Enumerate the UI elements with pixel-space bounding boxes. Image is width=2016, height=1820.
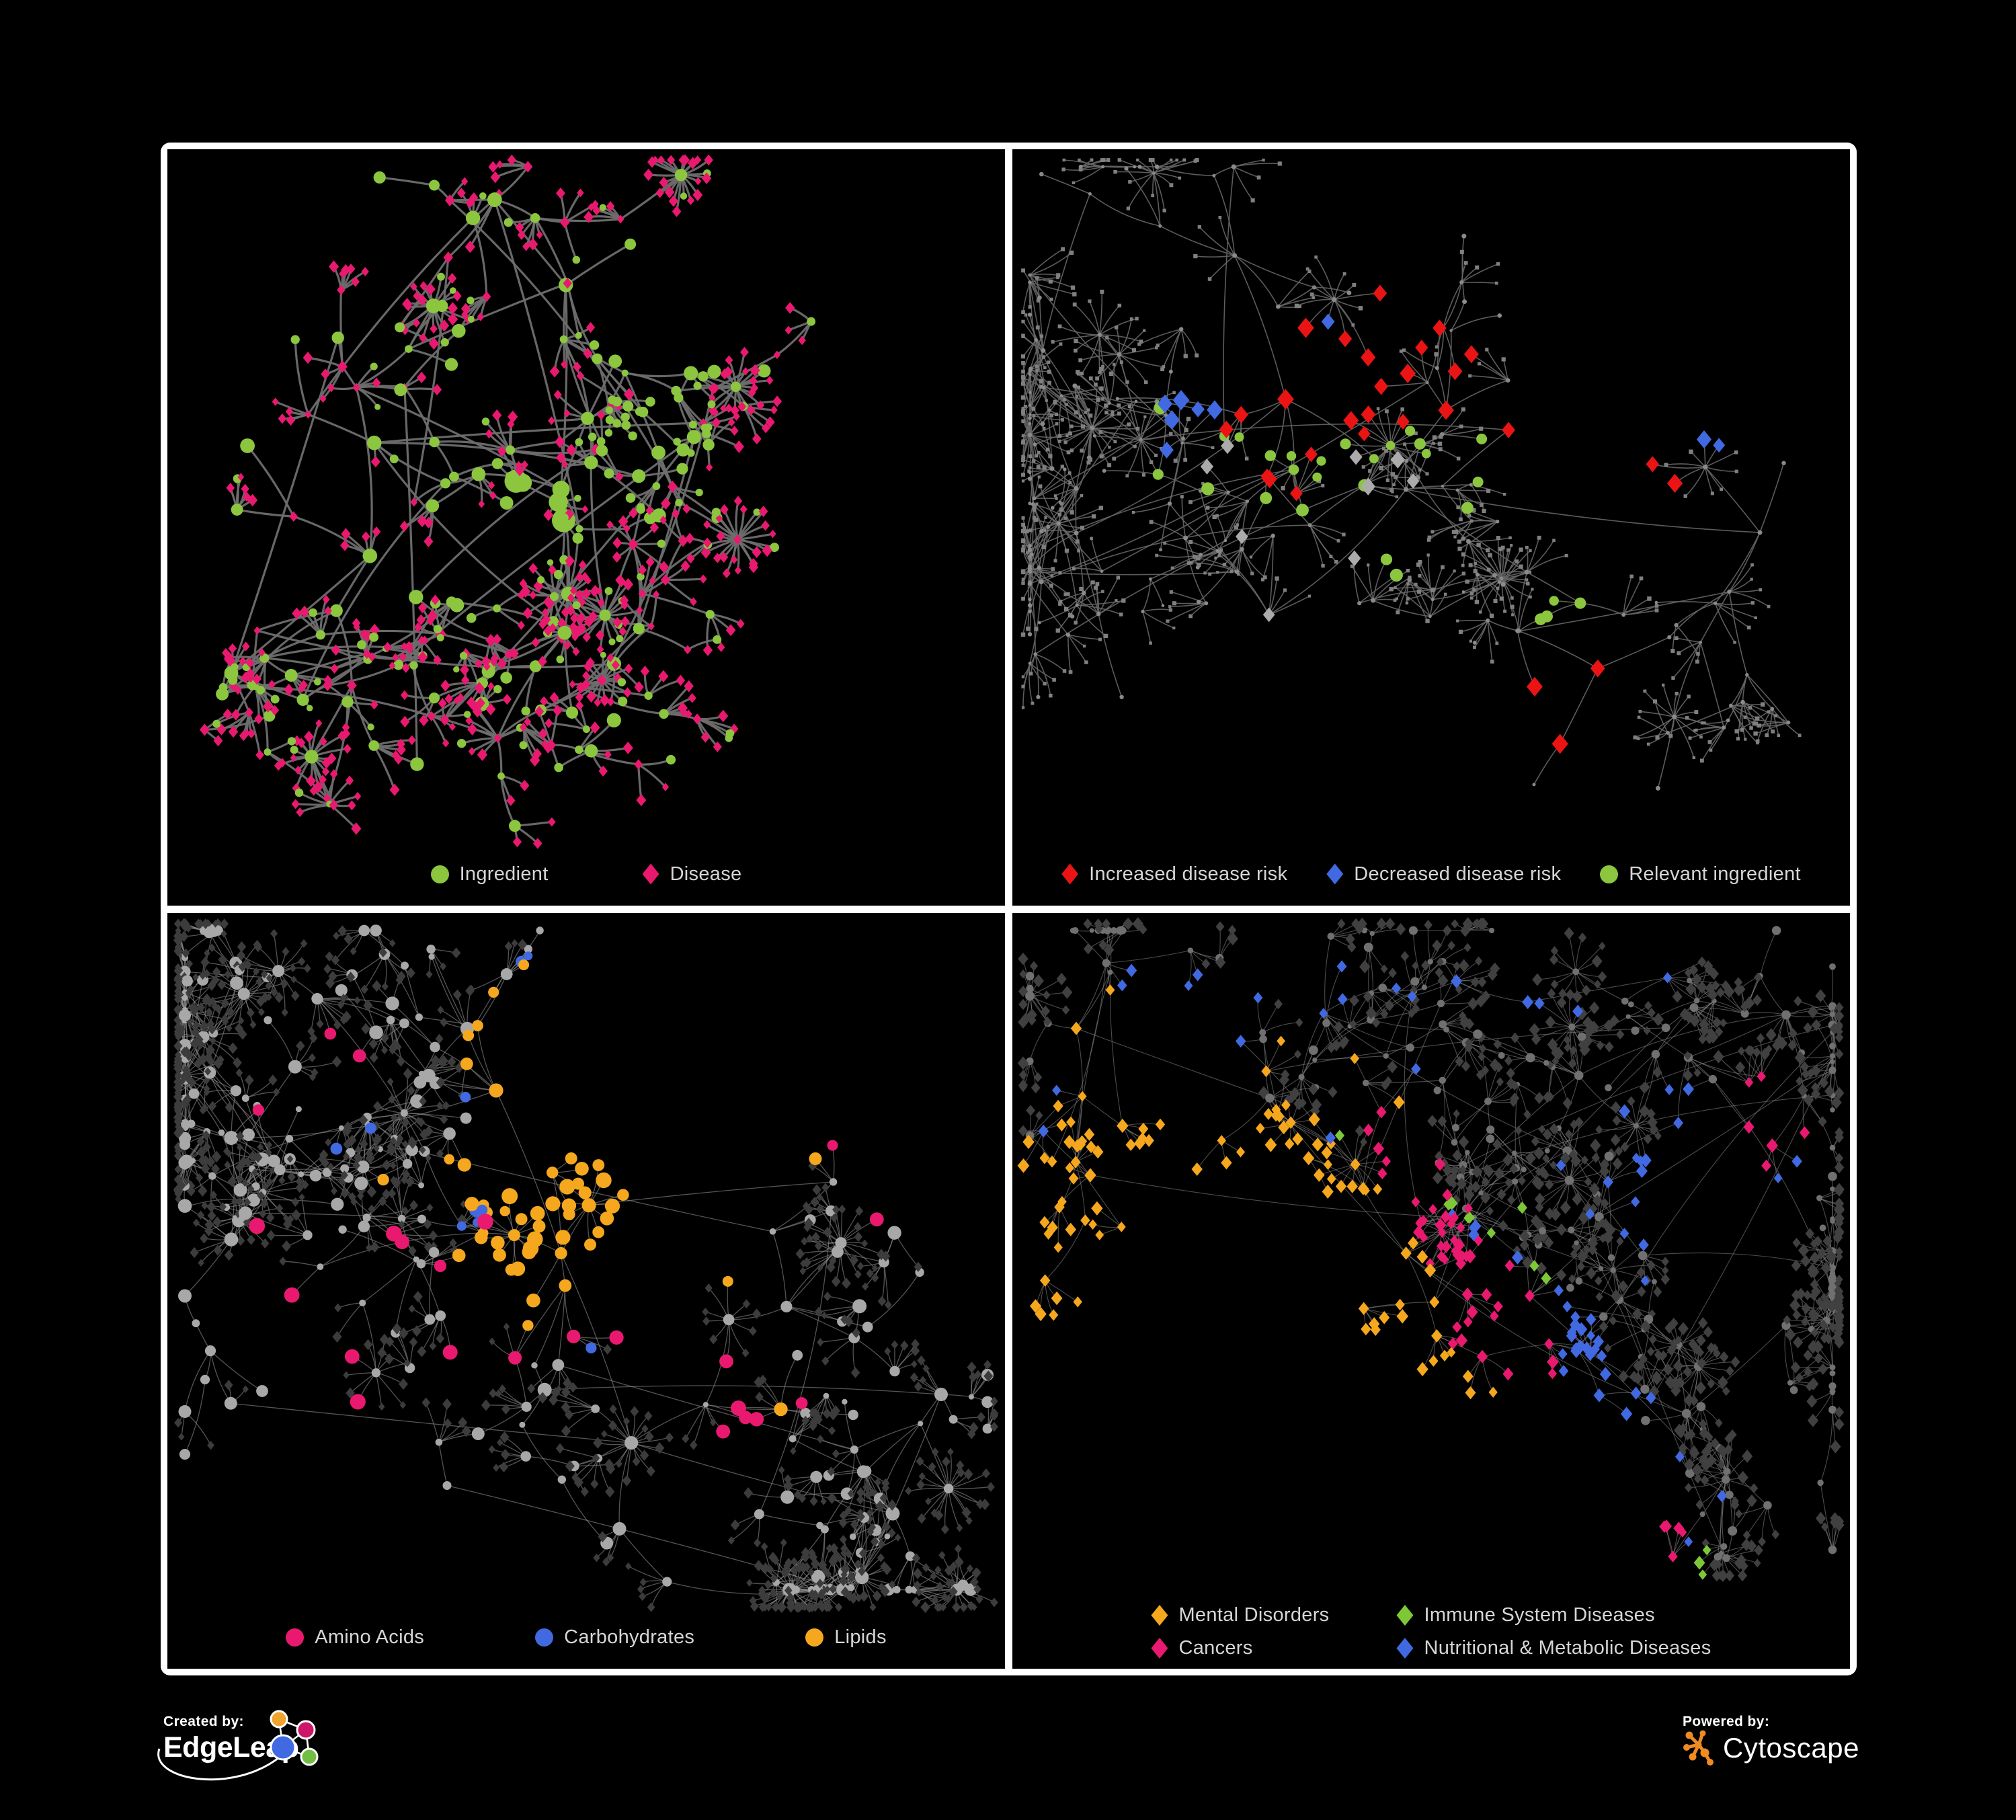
panel-grid: Ingredient Disease Increased disease risk… bbox=[161, 143, 1857, 1675]
legend-item-increased-disease-risk: Increased disease risk bbox=[1061, 863, 1287, 885]
panel-disease-classes: Mental Disorders Immune System Diseases Ca… bbox=[1012, 912, 1850, 1669]
legend-label: Ingredient bbox=[459, 863, 549, 885]
legend-item-immune-system-diseases: Immune System Diseases bbox=[1396, 1604, 1655, 1626]
panel-legend: Mental Disorders Immune System Diseases Ca… bbox=[1151, 1604, 1711, 1659]
legend-item-ingredient: Ingredient bbox=[430, 863, 549, 885]
legend-label: Nutritional & Metabolic Diseases bbox=[1424, 1637, 1711, 1659]
legend-item-carbohydrates: Carbohydrates bbox=[535, 1626, 694, 1649]
panel-legend: Amino Acids Carbohydrates Lipids bbox=[167, 1626, 1005, 1649]
legend-circle-marker bbox=[286, 1628, 305, 1647]
legend-label: Mental Disorders bbox=[1178, 1604, 1330, 1626]
cytoscape-logo-icon bbox=[1683, 1730, 1713, 1766]
created-by-label: Created by: bbox=[163, 1714, 244, 1729]
legend-item-nutritional-metabolic-diseases: Nutritional & Metabolic Diseases bbox=[1396, 1637, 1711, 1659]
panel-ingredient-disease: Ingredient Disease bbox=[167, 149, 1005, 906]
legend-diamond-marker bbox=[1396, 1638, 1414, 1659]
legend-circle-marker bbox=[535, 1628, 554, 1647]
legend-label: Increased disease risk bbox=[1089, 863, 1288, 885]
created-by-block: Created by: EdgeLeap bbox=[157, 1710, 486, 1815]
legend-diamond-marker bbox=[1396, 1605, 1414, 1626]
legend-circle-marker bbox=[805, 1628, 824, 1647]
network-ingredient-disease bbox=[200, 154, 816, 849]
powered-by-label: Powered by: bbox=[1683, 1714, 1770, 1729]
legend-item-cancers: Cancers bbox=[1151, 1637, 1252, 1659]
legend-circle-marker bbox=[430, 865, 449, 883]
legend-label: Relevant ingredient bbox=[1629, 863, 1801, 885]
legend-label: Disease bbox=[670, 863, 742, 885]
legend-item-lipids: Lipids bbox=[805, 1626, 887, 1649]
legend-label: Cancers bbox=[1178, 1637, 1253, 1659]
panel-disease-risk: Increased disease risk Decreased disease … bbox=[1012, 149, 1850, 906]
legend-diamond-marker bbox=[1151, 1605, 1168, 1626]
edgeleap-logo-icon bbox=[157, 1710, 319, 1781]
legend-item-relevant-ingredient: Relevant ingredient bbox=[1600, 863, 1801, 885]
network-nutrient-classes bbox=[173, 918, 999, 1613]
legend-label: Lipids bbox=[834, 1626, 887, 1648]
network-disease-classes bbox=[1017, 916, 1845, 1582]
legend-diamond-marker bbox=[1151, 1638, 1168, 1659]
legend-diamond-marker bbox=[642, 863, 659, 885]
network-disease-risk bbox=[1020, 158, 1802, 791]
panel-legend: Increased disease risk Decreased disease … bbox=[1012, 863, 1850, 885]
legend-label: Decreased disease risk bbox=[1354, 863, 1562, 885]
legend-label: Amino Acids bbox=[315, 1626, 425, 1648]
legend-item-decreased-disease-risk: Decreased disease risk bbox=[1326, 863, 1561, 885]
panel-legend: Ingredient Disease bbox=[167, 863, 1005, 885]
cytoscape-wordmark: Cytoscape bbox=[1723, 1732, 1859, 1764]
legend-item-mental-disorders: Mental Disorders bbox=[1151, 1604, 1329, 1626]
legend-item-disease: Disease bbox=[642, 863, 742, 885]
legend-label: Immune System Diseases bbox=[1424, 1604, 1655, 1626]
legend-diamond-marker bbox=[1061, 863, 1079, 885]
panel-nutrient-classes: Amino Acids Carbohydrates Lipids bbox=[167, 912, 1005, 1669]
powered-by-block: Powered by: bbox=[1683, 1714, 1904, 1794]
legend-label: Carbohydrates bbox=[564, 1626, 695, 1648]
legend-item-amino-acids: Amino Acids bbox=[286, 1626, 424, 1649]
legend-circle-marker bbox=[1600, 865, 1619, 883]
legend-diamond-marker bbox=[1326, 863, 1344, 885]
